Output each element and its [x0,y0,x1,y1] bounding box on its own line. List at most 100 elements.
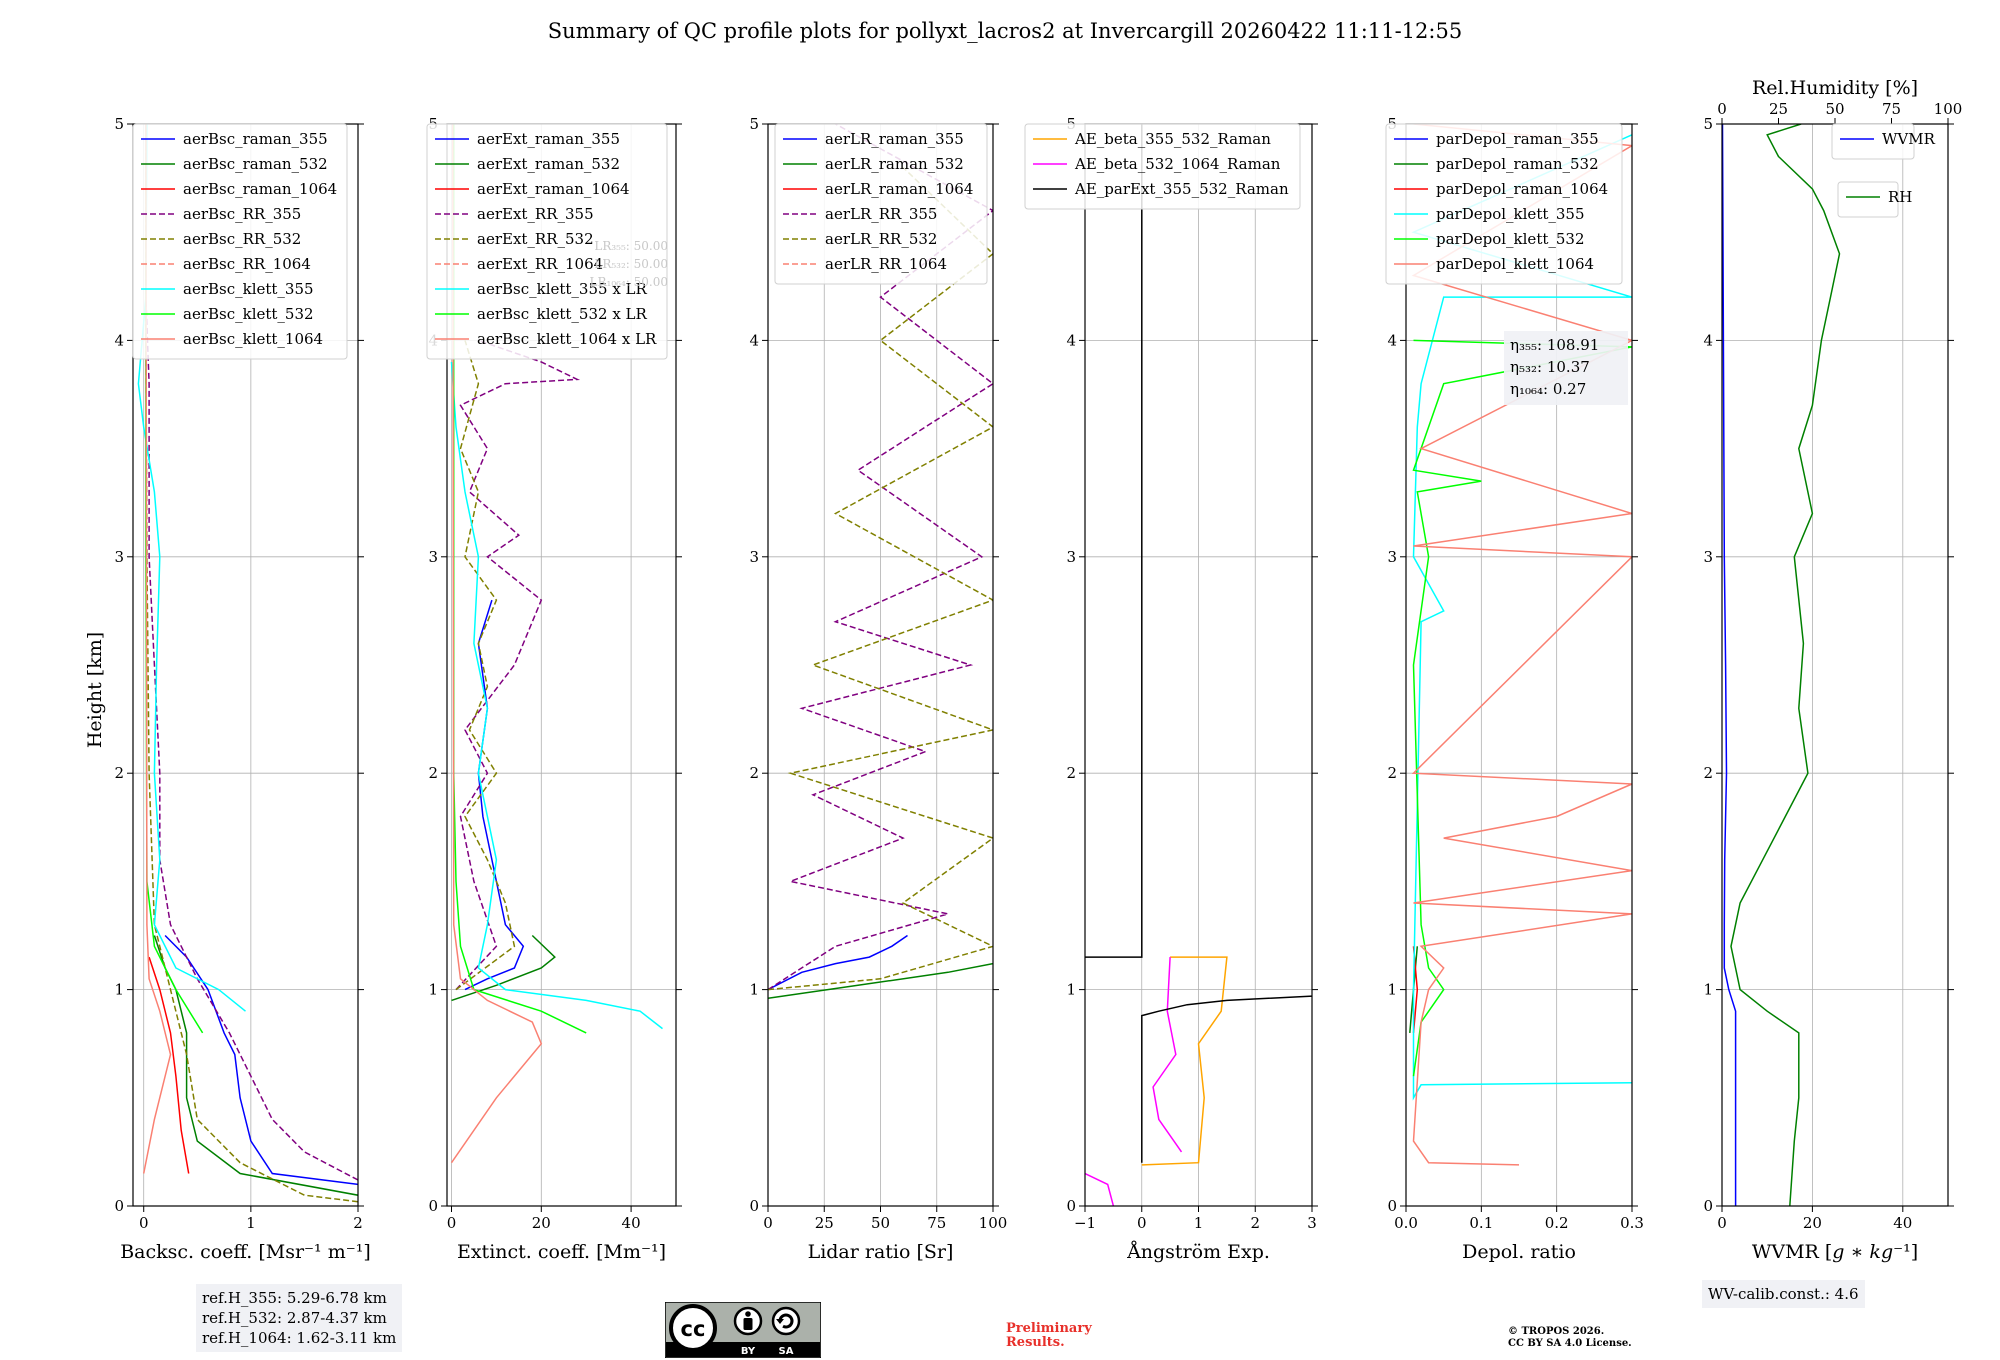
bsc-legend-box [132,123,348,360]
eta-line-1: η₅₃₂: 10.37 [1510,358,1590,376]
ext-ytick-label-2: 2 [428,764,438,782]
bsc-series-5 [137,124,246,1012]
depol-legend-box [1385,123,1623,285]
preliminary-note: Preliminary Results. [1006,1322,1092,1350]
ext-legend: aerExt_raman_355 aerExt_raman_532 aerExt_r… [426,123,668,360]
ae-xtick-label-4: 3 [1307,1214,1317,1232]
depol-ytick-label-3: 3 [1387,548,1397,566]
bsc-legend: aerBsc_raman_355 aerBsc_raman_532 aerBsc_r… [132,123,348,360]
ae-xtick-label-3: 2 [1250,1214,1260,1232]
depol-ytick-label-0: 0 [1387,1197,1397,1215]
panel-depol: 0.00.10.20.3012345Depol. ratioparDepol_r… [1385,115,1644,1263]
bsc-xtick-label-1: 1 [246,1214,256,1232]
wv-ytick-label-3: 3 [1703,548,1713,566]
depol-xtick-label-0: 0.0 [1394,1214,1418,1232]
wv-ytick-label-1: 1 [1703,981,1713,999]
bsc-series-group [137,124,358,1203]
ext-legend-label-8: aerBsc_klett_1064 x LR [477,330,657,348]
lr-series-0 [768,934,908,991]
lr-ytick-label-4: 4 [749,331,759,349]
depol-ytick-label-2: 2 [1387,764,1397,782]
ref-height-355: ref.H_355: 5.29-6.78 km [202,1289,387,1307]
wv-legend-box [1831,123,1915,160]
depol-xtick-label-1: 0.1 [1469,1214,1493,1232]
ref-height-1064: ref.H_1064: 1.62-3.11 km [202,1329,397,1347]
lr-series-1 [768,962,993,1000]
bsc-ytick-label-1: 1 [114,981,124,999]
wv-ytick-label-4: 4 [1703,331,1713,349]
copyright-line2: CC BY SA 4.0 License. [1508,1338,1632,1349]
ae-series-1 [1085,1172,1115,1206]
panel-ae: −10123012345Ångström Exp.AE_beta_355_532… [1024,115,1318,1263]
bsc-ytick-label-5: 5 [114,115,124,133]
wv-xtick-label-0: 0 [1717,1214,1727,1232]
bsc-legend-label-4: aerBsc_RR_532 [183,230,301,248]
ext-ytick-label-3: 3 [428,548,438,566]
ref-height-532: ref.H_532: 2.87-4.37 km [202,1309,387,1327]
bsc-legend-label-7: aerBsc_klett_532 [183,305,314,323]
wv-frame [1721,123,1949,1207]
bsc-ytick-label-0: 0 [114,1197,124,1215]
ae-xtick-label-2: 1 [1194,1214,1204,1232]
ext-series-3 [455,340,516,991]
wv-series-group [1722,124,1841,1206]
figure-title: Summary of QC profile plots for pollyxt_… [548,19,1462,43]
eta-box: η₃₅₅: 108.91 η₅₃₂: 10.37 η₁₀₆₄: 0.27 [1504,331,1628,405]
ae-ytick-label-3: 3 [1066,548,1076,566]
ae-legend-label-1: AE_beta_532_1064_Raman [1074,155,1281,173]
lr-legend-label-3: aerLR_RR_355 [825,205,937,223]
ext-lr-note-1: LR₅₃₂: 50.00 [594,257,668,271]
ae-xtick-label-0: −1 [1074,1214,1096,1232]
ext-series-2 [455,339,581,991]
ext-legend-label-0: aerExt_raman_355 [477,130,620,148]
panel-ext: 02040012345Extinct. coeff. [Mm⁻¹]aerExt_… [426,115,682,1263]
preliminary-line2: Results. [1006,1335,1065,1350]
wv-x-label: WVMR [𝑔 ∗ 𝑘𝑔⁻¹] [1752,1241,1918,1263]
lr-legend-label-4: aerLR_RR_532 [825,230,937,248]
lr-xtick-label-4: 100 [979,1214,1008,1232]
bsc-legend-label-8: aerBsc_klett_1064 [183,330,323,348]
rh-legend: RH [1837,181,1912,218]
bsc-ytick-label-2: 2 [114,764,124,782]
panel-bsc: 0 1 2 0 1 2 3 4 5 Backsc. coeff. [Msr⁻¹ m⁻¹] aerBs… [114,115,370,1263]
lr-xtick-label-1: 25 [815,1214,834,1232]
rh-legend-label-0: RH [1888,188,1912,206]
ext-legend-label-2: aerExt_raman_1064 [477,180,630,198]
lr-ytick-label-0: 0 [749,1197,759,1215]
bsc-series-4 [145,124,358,1203]
depol-legend-label-5: parDepol_klett_1064 [1436,255,1594,273]
cc-license-badge: cc BY SA [665,1302,821,1358]
depol-legend-label-2: parDepol_raman_1064 [1436,180,1608,198]
reference-height-box: ref.H_355: 5.29-6.78 km ref.H_532: 2.87-… [196,1284,403,1352]
ae-series-2 [1152,957,1183,1153]
lr-legend-label-2: aerLR_raman_1064 [825,180,973,198]
ext-legend-box [426,123,668,360]
lr-series-group [768,124,993,1000]
bsc-xtick-label-2: 2 [353,1214,363,1232]
lr-series-2 [768,124,993,991]
ext-xtick-label-0: 0 [447,1214,457,1232]
eta-line-0: η₃₅₅: 108.91 [1510,336,1599,354]
wv-series-1 [1730,124,1841,1206]
wv-top-label: Rel.Humidity [%] [1752,77,1918,99]
depol-xtick-label-2: 0.2 [1545,1214,1569,1232]
bsc-series-3 [145,297,358,1181]
wv-xtick-label-2: 40 [1893,1214,1912,1232]
ext-series-1 [451,934,556,1002]
depol-legend-label-0: parDepol_raman_355 [1436,130,1599,148]
ae-legend: AE_beta_355_532_Raman AE_beta_532_1064_Ra… [1024,123,1301,210]
bsc-series-7 [142,124,172,1174]
lr-xtick-label-0: 0 [763,1214,773,1232]
bsc-xtick-label-0: 0 [139,1214,149,1232]
lr-legend-label-5: aerLR_RR_1064 [825,255,947,273]
depol-legend: parDepol_raman_355 parDepol_raman_532 parD… [1385,123,1623,285]
wv-top-tick-label-4: 100 [1934,100,1963,118]
ext-xtick-label-2: 40 [622,1214,641,1232]
depol-legend-label-1: parDepol_raman_532 [1436,155,1599,173]
ext-series-group [450,124,663,1164]
ext-x-label: Extinct. coeff. [Mm⁻¹] [457,1241,666,1263]
ae-series-0 [1141,956,1228,1166]
depol-legend-label-3: parDepol_klett_355 [1436,205,1585,223]
wv-ytick-label-5: 5 [1703,115,1713,133]
